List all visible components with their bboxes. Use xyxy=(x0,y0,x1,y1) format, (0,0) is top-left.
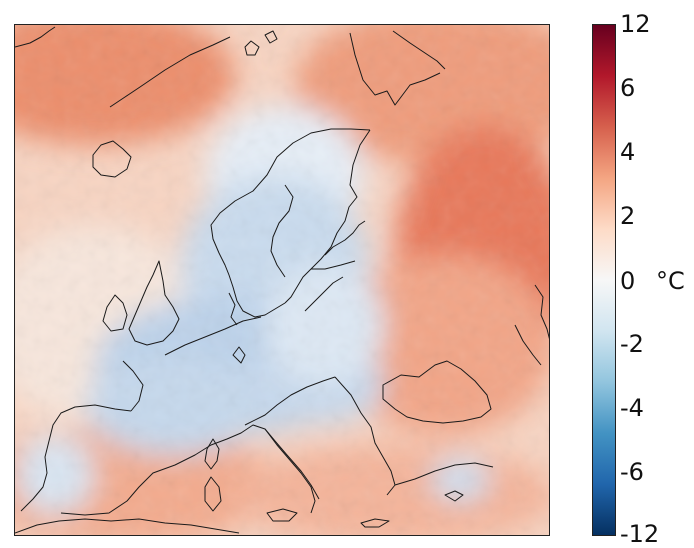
colorbar-tick-label: -2 xyxy=(620,330,644,358)
colorbar-tick-label: 0 xyxy=(620,267,636,295)
map-svg xyxy=(15,25,549,535)
colorbar-tick-label: 6 xyxy=(620,74,636,102)
colorbar-unit-label: °C xyxy=(656,267,685,295)
colorbar-tick-label: -12 xyxy=(620,520,660,548)
colorbar-tick-label: 12 xyxy=(620,10,651,38)
texture xyxy=(15,25,549,535)
coastlines xyxy=(15,26,549,534)
colorbar-tick-label: -4 xyxy=(620,394,644,422)
colorbar-tick-label: -6 xyxy=(620,458,644,486)
colorbar-tick-label: 4 xyxy=(620,138,636,166)
temperature-anomaly-map xyxy=(14,24,550,536)
colorbar-tick-label: 2 xyxy=(620,202,636,230)
colorbar xyxy=(592,24,616,536)
